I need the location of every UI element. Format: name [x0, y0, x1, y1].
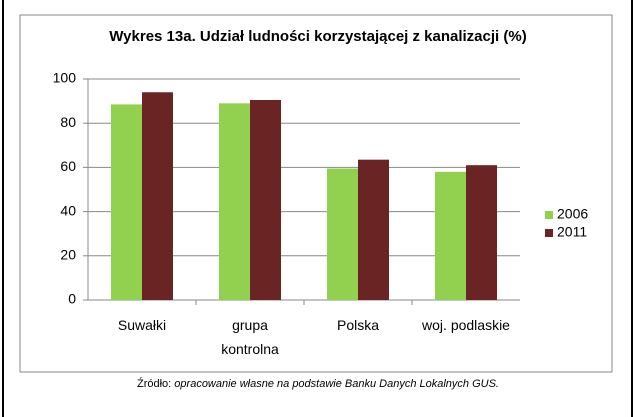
- legend-label: 2006: [557, 206, 588, 222]
- legend-label: 2011: [557, 224, 587, 240]
- source-label: Źródło:: [136, 378, 172, 390]
- x-tick-label: grupa kontrolna: [221, 317, 279, 357]
- legend-swatch: [545, 229, 553, 237]
- y-tick-label: 100: [53, 70, 77, 86]
- x-tick-label: woj. podlaskie: [422, 317, 510, 333]
- y-tick-label: 20: [60, 247, 76, 263]
- y-tick-label: 60: [60, 158, 76, 174]
- source-text: opracowanie własne na podstawie Banku Da…: [174, 378, 499, 390]
- x-tick-label: Suwałki: [117, 317, 167, 333]
- bar: [358, 159, 389, 300]
- bar: [327, 168, 358, 300]
- y-tick-label: 80: [60, 114, 76, 130]
- bar: [111, 104, 142, 300]
- bar: [435, 171, 466, 300]
- y-tick-label: 40: [60, 202, 76, 218]
- legend-swatch: [545, 211, 553, 219]
- x-tick-label: Polska: [336, 317, 380, 333]
- bar: [142, 92, 173, 300]
- bar: [466, 165, 497, 300]
- chart-title: Wykres 13a. Udział ludności korzystające…: [109, 28, 526, 45]
- bar: [250, 99, 281, 301]
- bar: [219, 103, 250, 300]
- y-tick-label: 0: [68, 291, 76, 307]
- source: Źródło: opracowanie własne na podstawie …: [0, 378, 636, 390]
